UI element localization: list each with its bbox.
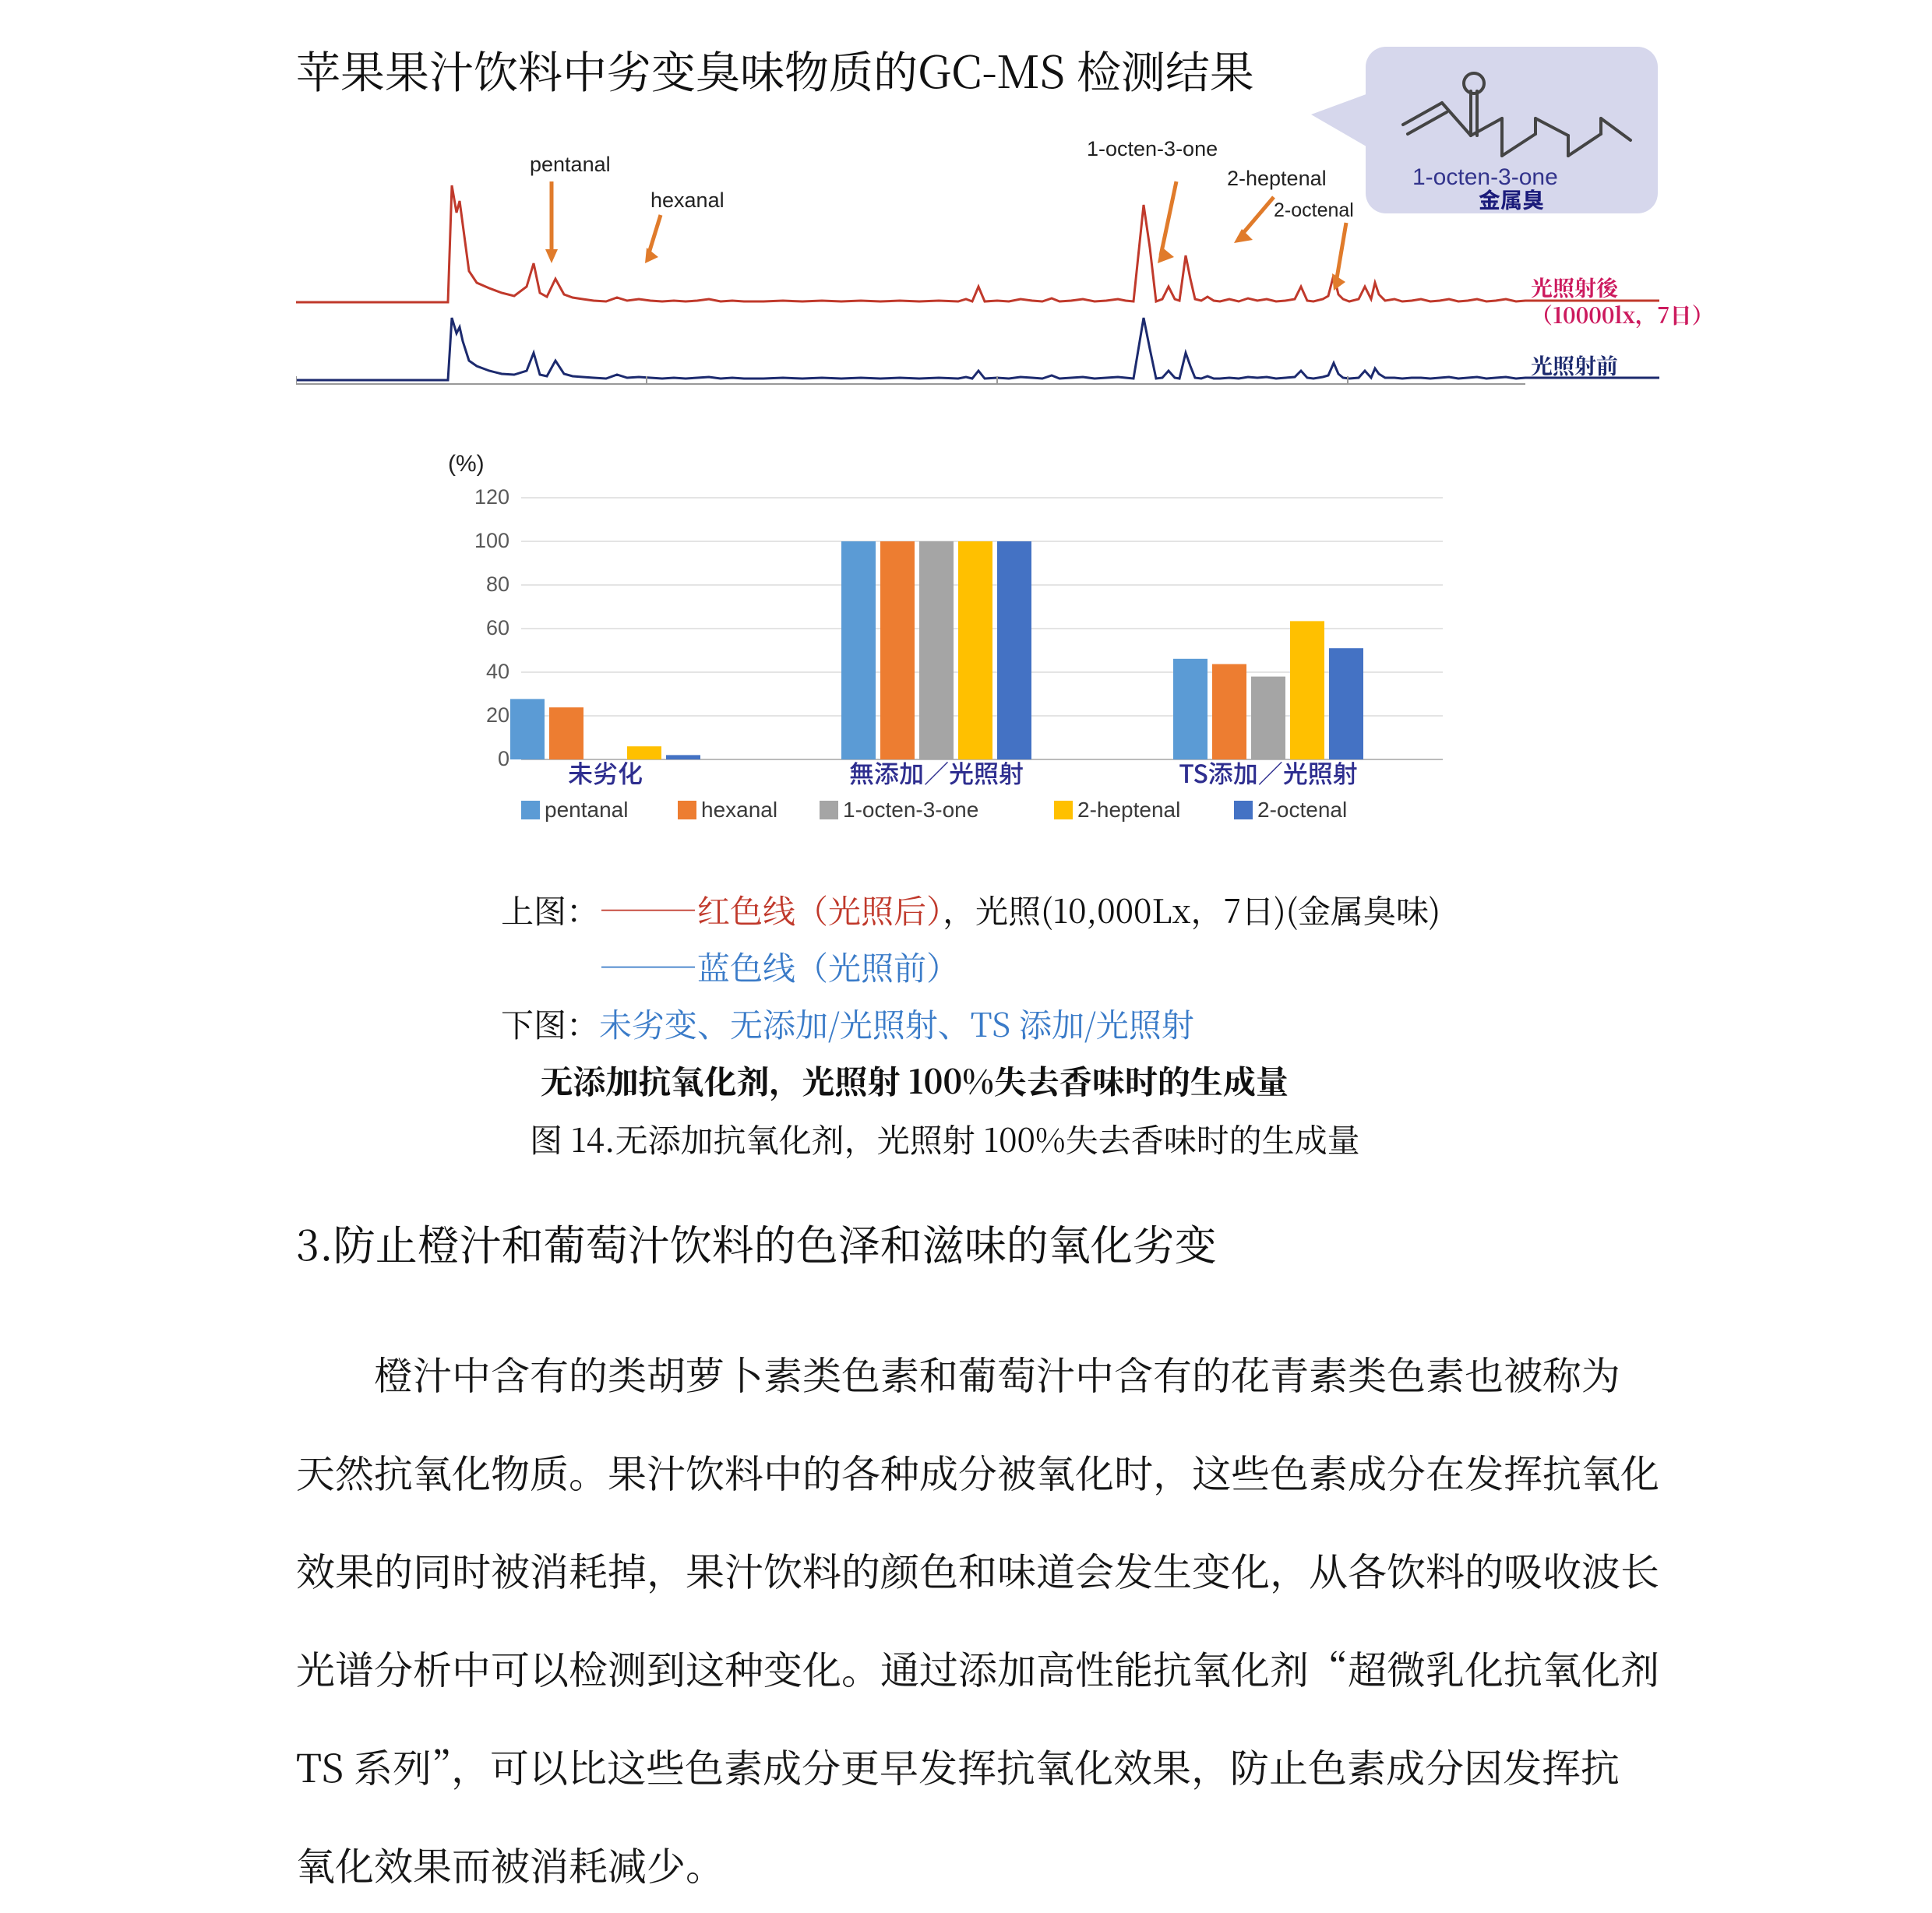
svg-text:2-heptenal: 2-heptenal (1077, 798, 1180, 822)
svg-text:hexanal: hexanal (650, 188, 724, 212)
svg-text:60: 60 (486, 616, 509, 639)
svg-text:20: 20 (486, 703, 509, 727)
svg-text:100: 100 (474, 529, 509, 552)
svg-text:TS添加／光照射: TS添加／光照射 (1179, 755, 1358, 791)
svg-text:2-octenal: 2-octenal (1257, 798, 1347, 822)
svg-text:金属臭: 金属臭 (1479, 184, 1544, 215)
svg-text:光照射前: 光照射前 (1531, 350, 1618, 381)
svg-text:pentanal: pentanal (530, 153, 611, 176)
svg-text:無添加／光照射: 無添加／光照射 (849, 755, 1024, 791)
svg-text:40: 40 (486, 660, 509, 683)
svg-text:80: 80 (486, 572, 509, 596)
svg-text:（10000lx，7日）: （10000lx，7日） (1531, 299, 1714, 330)
svg-text:pentanal: pentanal (545, 798, 628, 822)
svg-text:0: 0 (498, 747, 509, 770)
svg-text:光照射後: 光照射後 (1531, 272, 1618, 303)
svg-text:未劣化: 未劣化 (568, 755, 643, 791)
svg-text:1-octen-3-one: 1-octen-3-one (843, 798, 978, 822)
svg-text:1-octen-3-one: 1-octen-3-one (1087, 137, 1218, 160)
svg-text:120: 120 (474, 485, 509, 509)
svg-text:hexanal: hexanal (701, 798, 777, 822)
svg-text:(%): (%) (448, 451, 485, 477)
